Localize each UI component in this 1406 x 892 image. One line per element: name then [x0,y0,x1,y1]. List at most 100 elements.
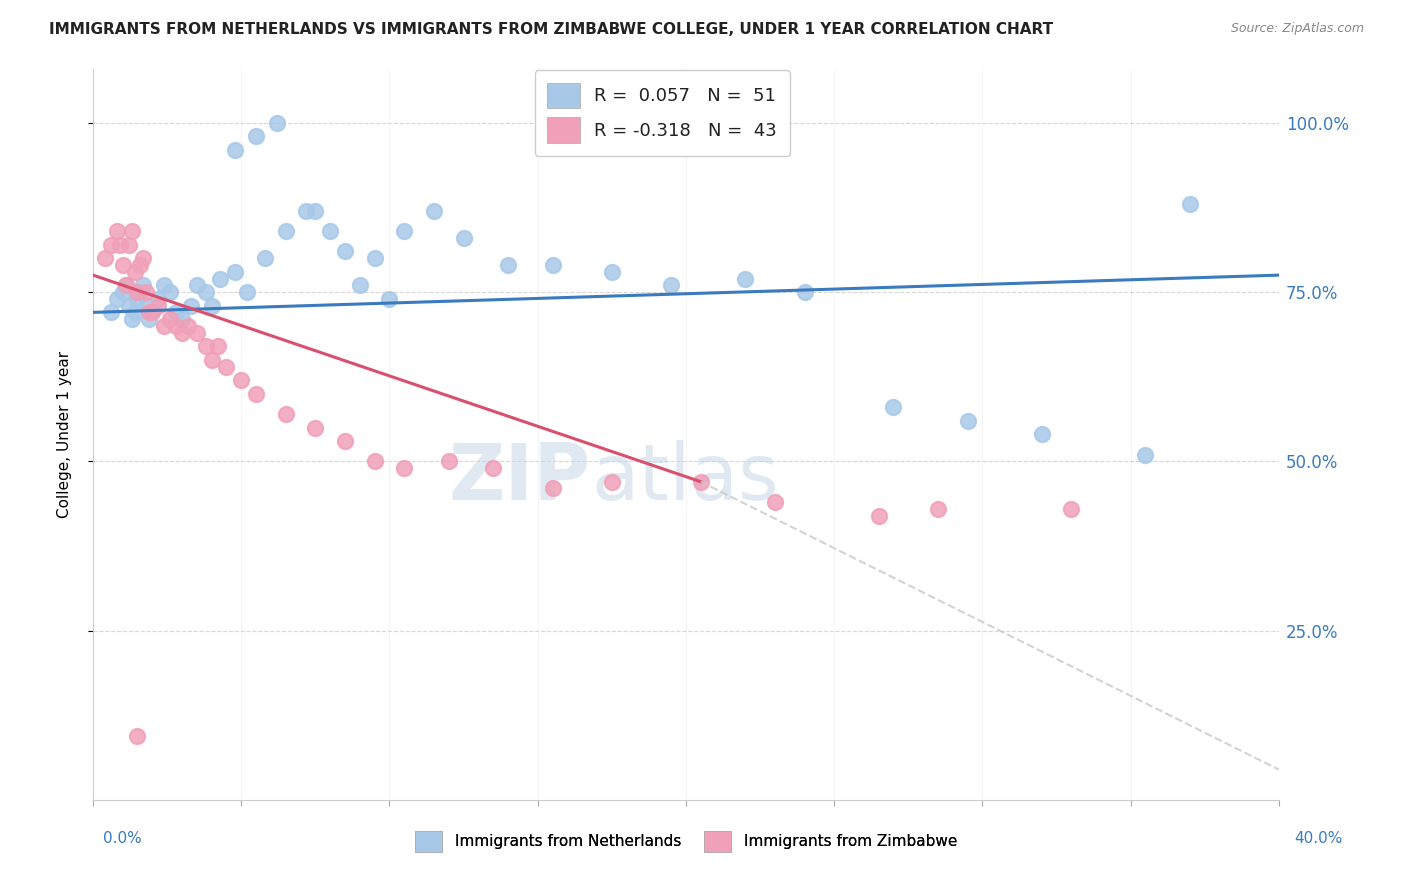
Point [153,278,176,293]
Point [207,339,229,353]
Point [927,501,949,516]
Point [423,203,446,218]
Point [159,312,181,326]
Point [304,420,326,434]
Point [245,129,267,144]
Text: Source: ZipAtlas.com: Source: ZipAtlas.com [1230,22,1364,36]
Point [124,305,146,319]
Point [236,285,259,299]
Point [319,224,342,238]
Point [117,237,139,252]
Point [1178,197,1201,211]
Point [111,258,134,272]
Point [541,258,564,272]
Point [170,312,193,326]
Point [138,312,160,326]
Point [148,299,170,313]
Point [108,237,131,252]
Point [177,318,200,333]
Text: atlas: atlas [591,440,779,516]
Point [100,237,122,252]
Point [224,143,246,157]
Point [600,475,623,489]
Point [121,224,143,238]
Point [200,352,222,367]
Point [135,299,157,313]
Point [129,285,152,299]
Point [111,285,134,299]
Point [956,414,979,428]
Point [274,407,297,421]
Point [141,305,163,319]
Point [231,373,253,387]
Point [153,318,176,333]
Point [94,251,117,265]
Point [763,495,786,509]
Text: 0.0%: 0.0% [103,831,142,846]
Point [689,475,711,489]
Point [114,278,136,293]
Point [253,251,276,265]
Point [148,292,170,306]
Point [100,305,122,319]
Point [394,224,416,238]
Point [600,265,623,279]
Point [186,278,208,293]
Point [1031,427,1053,442]
Point [194,285,217,299]
Text: ZIP: ZIP [449,440,591,516]
Point [1135,448,1157,462]
Point [1060,501,1083,516]
Point [141,305,163,319]
Point [127,729,149,743]
Point [124,265,146,279]
Point [363,251,385,265]
Point [159,285,181,299]
Point [209,271,232,285]
Point [135,285,157,299]
Point [165,318,187,333]
Point [333,244,356,259]
Text: IMMIGRANTS FROM NETHERLANDS VS IMMIGRANTS FROM ZIMBABWE COLLEGE, UNDER 1 YEAR CO: IMMIGRANTS FROM NETHERLANDS VS IMMIGRANT… [49,22,1053,37]
Point [165,305,187,319]
Point [127,285,149,299]
Point [541,482,564,496]
Point [394,461,416,475]
Point [482,461,505,475]
Point [129,258,152,272]
Point [793,285,815,299]
Point [121,312,143,326]
Point [114,278,136,293]
Point [363,454,385,468]
Point [453,231,475,245]
Point [378,292,401,306]
Point [882,401,904,415]
Point [868,508,890,523]
Point [180,299,202,313]
Point [295,203,318,218]
Point [186,326,208,340]
Point [194,339,217,353]
Point [496,258,519,272]
Point [105,292,128,306]
Point [266,116,288,130]
Point [215,359,238,374]
Point [437,454,460,468]
Point [132,251,155,265]
Point [224,265,246,279]
Point [132,278,155,293]
Legend: Immigrants from Netherlands, Immigrants from Zimbabwe: Immigrants from Netherlands, Immigrants … [409,824,963,858]
Point [304,203,326,218]
Point [245,386,267,401]
Y-axis label: College, Under 1 year: College, Under 1 year [58,351,72,518]
Point [105,224,128,238]
Point [127,292,149,306]
Point [734,271,756,285]
Point [138,305,160,319]
Point [200,299,222,313]
Point [274,224,297,238]
Point [659,278,682,293]
Point [170,326,193,340]
Point [333,434,356,448]
Point [117,299,139,313]
